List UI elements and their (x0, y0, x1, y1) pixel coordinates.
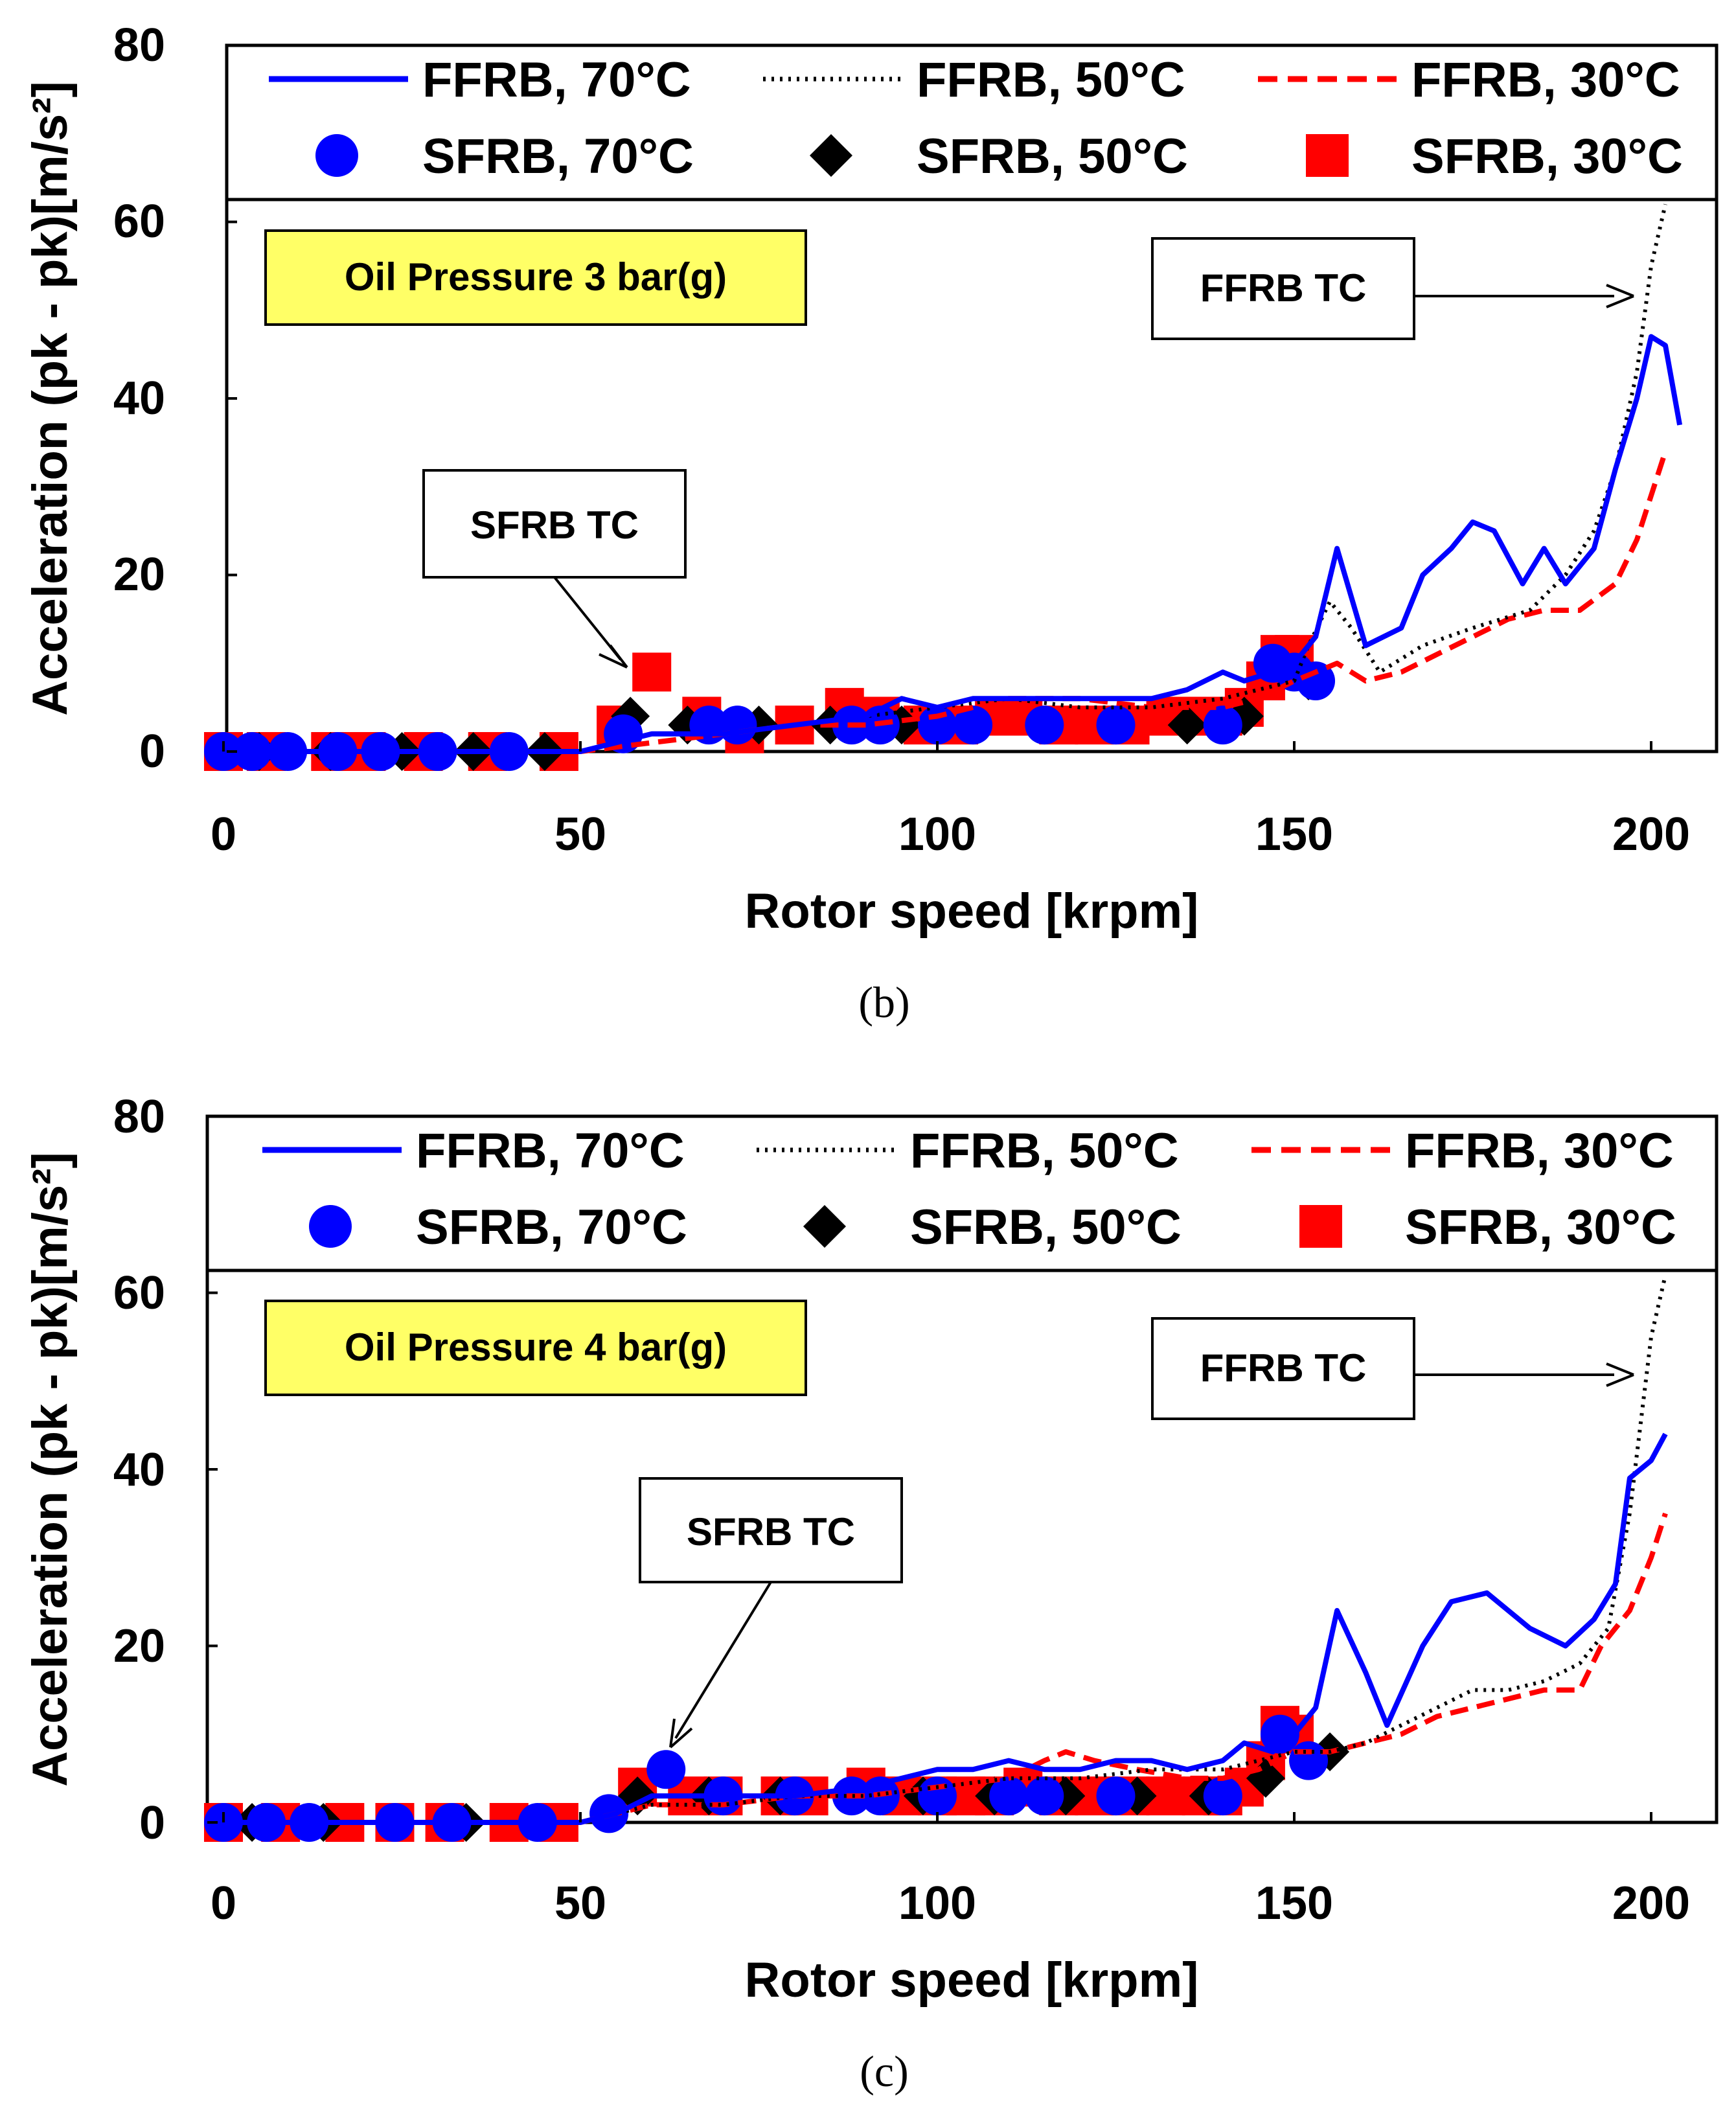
data-point-sfrb-50-c (1167, 706, 1207, 745)
sfrb-tc-callout: SFRB TC (687, 1510, 855, 1554)
data-point-sfrb-70-c (1096, 706, 1136, 745)
series-line-ffrb-70-c (223, 334, 1683, 754)
legend-label-ffrb-50: FFRB, 50°C (917, 52, 1185, 108)
x-tick-label: 0 (211, 1877, 236, 1929)
legend-box (205, 1114, 1719, 1272)
y-tick-label: 80 (113, 19, 165, 71)
y-tick-label: 80 (113, 1091, 165, 1143)
panel-caption: (c) (860, 2047, 908, 2096)
legend-label-ffrb-50: FFRB, 50°C (910, 1123, 1179, 1178)
ffrb-tc-arrowhead (1606, 284, 1634, 308)
x-tick-label: 50 (554, 1877, 606, 1929)
series-layer (204, 1274, 1668, 1842)
legend-label-sfrb-50: SFRB, 50°C (917, 129, 1188, 184)
y-tick-label: 60 (113, 196, 165, 247)
sfrb-tc-callout-box (639, 1477, 903, 1583)
x-tick-label: 100 (898, 809, 976, 860)
x-tick-label: 0 (211, 809, 236, 860)
chart-panel-b: 0 20 40 60 80 0 50 100 150 200 Rotor spe… (23, 19, 1719, 1027)
legend-label-sfrb-70: SFRB, 70°C (416, 1200, 687, 1255)
data-point-sfrb-70-c (1203, 1776, 1242, 1816)
y-tick-label: 0 (139, 726, 165, 777)
data-point-sfrb-70-c (1025, 1776, 1064, 1816)
panel-caption: (b) (858, 978, 909, 1027)
data-point-sfrb-70-c (1296, 661, 1336, 700)
legend-label-sfrb-30: SFRB, 30°C (1411, 129, 1683, 184)
sfrb-tc-arrowhead (599, 644, 628, 669)
x-tick-label: 50 (554, 809, 606, 860)
x-tick-label: 200 (1612, 809, 1690, 860)
tick-layer (222, 44, 1652, 753)
sfrb-tc-callout: SFRB TC (470, 503, 639, 547)
sfrb-tc-arrowhead (669, 1718, 693, 1749)
tick-layer (207, 1115, 1652, 1824)
x-axis-title: Rotor speed [krpm] (745, 884, 1199, 939)
x-tick-label: 100 (898, 1877, 976, 1929)
series-line-ffrb-30-c (223, 450, 1668, 754)
x-tick-label: 200 (1612, 1877, 1690, 1929)
data-point-sfrb-70-c (954, 706, 993, 745)
legend-label-ffrb-30: FFRB, 30°C (1411, 52, 1680, 108)
chart-panel-c: 0 20 40 60 80 0 50 100 150 200 Rotor spe… (23, 1091, 1719, 2096)
data-point-sfrb-70-c (1096, 1776, 1136, 1816)
data-point-sfrb-70-c (989, 1776, 1029, 1816)
condition-label-box (264, 229, 807, 326)
y-tick-label: 60 (113, 1267, 165, 1319)
data-point-sfrb-70-c (918, 1776, 957, 1816)
legend-swatch-sfrb-50 (803, 1205, 846, 1248)
series-layer (204, 203, 1683, 771)
data-point-sfrb-30-c (632, 652, 672, 692)
y-tick-label: 40 (113, 373, 165, 424)
ffrb-tc-callout: FFRB TC (1200, 266, 1367, 310)
series-line-ffrb-50-c (223, 203, 1667, 753)
legend-label-ffrb-70: FFRB, 70°C (416, 1123, 685, 1178)
legend-swatch-sfrb-50 (810, 134, 852, 177)
condition-label: Oil Pressure 3 bar(g) (345, 255, 727, 299)
data-point-sfrb-70-c (1260, 1714, 1299, 1754)
legend-swatch-sfrb-70 (309, 1205, 352, 1248)
ffrb-tc-arrowhead (1606, 1362, 1634, 1387)
series-line-ffrb-30-c (223, 1512, 1668, 1825)
data-point-sfrb-70-c (1025, 706, 1064, 745)
legend-label-ffrb-70: FFRB, 70°C (422, 52, 691, 108)
legend-label-sfrb-30: SFRB, 30°C (1405, 1200, 1676, 1255)
series-line-ffrb-50-c (223, 1274, 1667, 1824)
y-axis-title: Acceleration (pk - pk)[m/s²] (23, 81, 78, 716)
y-tick-label: 20 (113, 1620, 165, 1672)
condition-label-box (264, 1300, 807, 1396)
legend-box (225, 43, 1719, 201)
x-tick-label: 150 (1255, 809, 1333, 860)
data-point-sfrb-70-c (718, 706, 757, 745)
series-line-ffrb-70-c (223, 1432, 1668, 1825)
sfrb-tc-arrow (674, 1581, 772, 1739)
ffrb-tc-callout-box (1151, 237, 1415, 340)
data-point-sfrb-70-c (646, 1750, 686, 1789)
y-tick-label: 20 (113, 549, 165, 601)
legend-swatch-sfrb-70 (315, 134, 358, 177)
data-point-sfrb-70-c (1289, 1741, 1329, 1780)
data-point-sfrb-70-c (1203, 706, 1242, 745)
legend-swatch-sfrb-30 (1299, 1205, 1342, 1248)
y-tick-label: 40 (113, 1444, 165, 1496)
sfrb-tc-callout-box (422, 469, 687, 579)
legend-label-sfrb-50: SFRB, 50°C (910, 1200, 1182, 1255)
y-axis-title: Acceleration (pk - pk)[m/s²] (23, 1152, 78, 1787)
ffrb-tc-callout: FFRB TC (1200, 1346, 1367, 1390)
data-point-sfrb-70-c (918, 706, 957, 745)
ffrb-tc-callout-box (1151, 1317, 1415, 1420)
legend-swatch-sfrb-30 (1306, 134, 1349, 177)
legend-label-ffrb-30: FFRB, 30°C (1405, 1123, 1674, 1178)
condition-label: Oil Pressure 4 bar(g) (345, 1326, 727, 1369)
legend-label-sfrb-70: SFRB, 70°C (422, 129, 694, 184)
y-tick-label: 0 (139, 1797, 165, 1849)
x-axis-title: Rotor speed [krpm] (745, 1953, 1199, 2008)
x-tick-label: 150 (1255, 1877, 1333, 1929)
